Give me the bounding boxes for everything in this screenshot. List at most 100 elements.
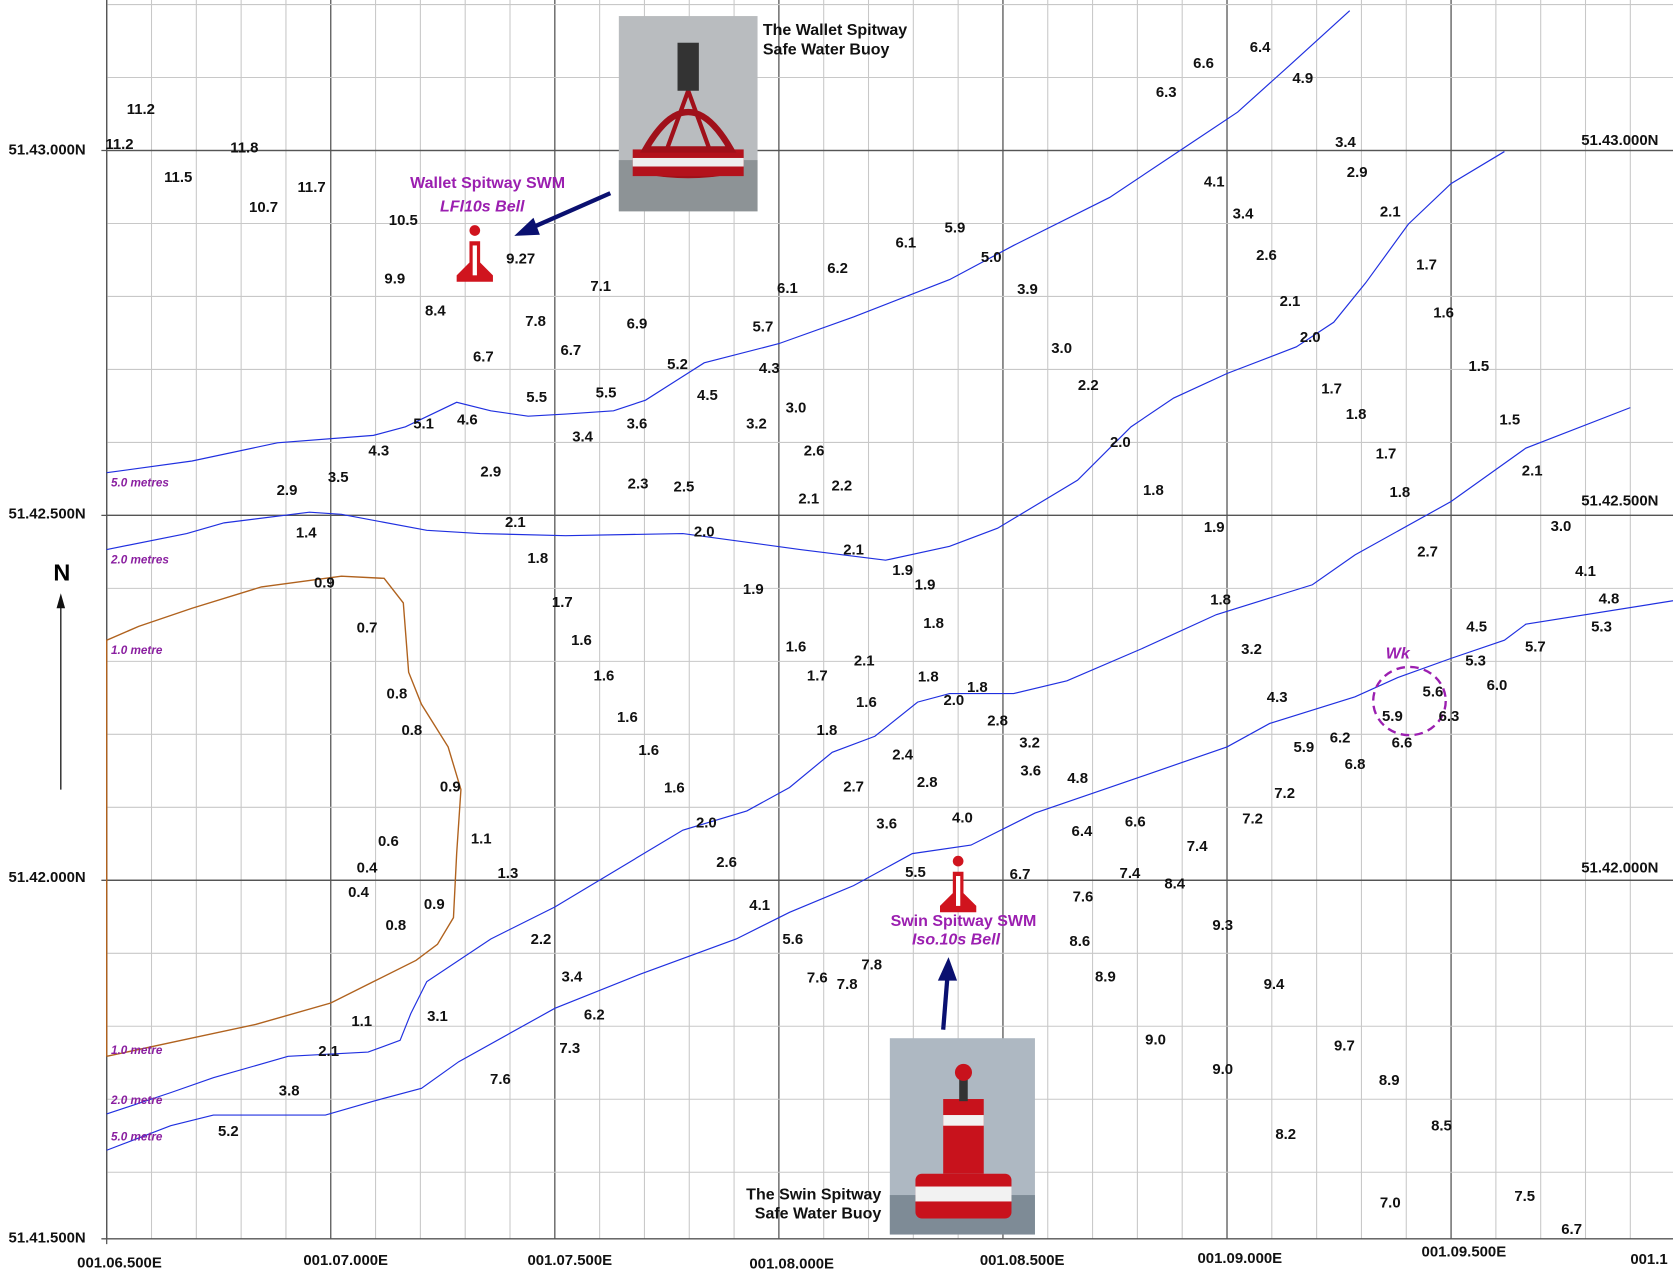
sounding: 6.1 [777, 280, 798, 297]
sounding: 5.5 [596, 385, 617, 402]
sounding: 2.0 [694, 523, 715, 540]
sounding: 3.0 [786, 400, 807, 417]
sounding: 1.7 [1416, 257, 1437, 274]
contours [107, 11, 1673, 1151]
sounding: 8.9 [1379, 1072, 1400, 1089]
sounding: 6.2 [1330, 729, 1351, 746]
sounding: 6.6 [1193, 55, 1214, 72]
sounding: 3.1 [427, 1008, 448, 1025]
sounding: 1.7 [1321, 380, 1342, 397]
sounding: 7.8 [861, 957, 882, 974]
sounding: 0.8 [401, 722, 422, 739]
sounding: 6.7 [1010, 866, 1031, 883]
sounding: 1.6 [786, 639, 807, 656]
sounding: 5.9 [1382, 708, 1403, 725]
sounding: 1.1 [351, 1013, 372, 1030]
sounding: 10.5 [389, 212, 418, 229]
sounding: 5.6 [1423, 683, 1444, 700]
sounding: 2.0 [696, 815, 717, 832]
sounding: 2.7 [1417, 544, 1438, 561]
sounding: 5.5 [526, 389, 547, 406]
contour-label: 1.0 metre [111, 1044, 163, 1057]
sounding: 10.7 [249, 199, 278, 216]
sounding: 5.2 [218, 1123, 239, 1140]
sounding: 6.2 [827, 260, 848, 277]
sounding: 2.1 [1380, 203, 1401, 220]
sounding: 3.8 [279, 1082, 300, 1099]
sounding: 6.4 [1072, 823, 1093, 840]
contour-label: 1.0 metre [111, 644, 163, 657]
sounding: 6.7 [473, 348, 494, 365]
sounding: 3.4 [572, 428, 593, 445]
sounding: 8.6 [1069, 933, 1090, 950]
lon-label: 001.09.500E [1422, 1244, 1507, 1261]
sounding: 2.9 [1347, 164, 1368, 181]
sounding: 2.9 [480, 464, 501, 481]
sounding: 6.4 [1250, 39, 1271, 56]
soundings: 11.211.211.811.510.711.710.59.279.98.47.… [105, 39, 1619, 1238]
lat-label: 51.42.500N [1581, 492, 1658, 509]
contour-label: 2.0 metre [110, 1094, 163, 1107]
lon-label: 001.09.000E [1197, 1250, 1282, 1267]
photo-caption: Safe Water Buoy [755, 1205, 882, 1222]
sounding: 1.7 [552, 594, 573, 611]
sounding: 1.8 [1143, 482, 1164, 499]
lat-label: 51.43.000N [9, 141, 86, 158]
sounding: 0.9 [440, 778, 461, 795]
sounding: 6.6 [1125, 814, 1146, 831]
sounding: 3.4 [562, 968, 583, 985]
sounding: 5.3 [1465, 653, 1486, 670]
north-label: N [53, 559, 70, 585]
sounding: 5.1 [413, 416, 434, 433]
sounding: 1.7 [1376, 446, 1397, 463]
sounding: 1.6 [856, 694, 877, 711]
sounding: 2.1 [318, 1043, 339, 1060]
sounding: 6.3 [1156, 84, 1177, 101]
sounding: 1.6 [571, 632, 592, 649]
buoy-name: Wallet Spitway SWM [410, 175, 565, 192]
sounding: 1.8 [817, 722, 838, 739]
sounding: 0.6 [378, 833, 399, 850]
sounding: 3.4 [1335, 134, 1356, 151]
sounding: 4.8 [1599, 591, 1620, 608]
sounding: 1.1 [471, 831, 492, 848]
sounding: 3.4 [1233, 205, 1254, 222]
photo-caption: The Wallet Spitway [763, 22, 907, 39]
sounding: 1.6 [617, 709, 638, 726]
sounding: 1.6 [1433, 305, 1454, 322]
sounding: 5.9 [1293, 739, 1314, 756]
sounding: 1.8 [1389, 484, 1410, 501]
sounding: 8.5 [1431, 1118, 1452, 1135]
sounding: 4.9 [1292, 70, 1313, 87]
sounding: 7.4 [1187, 838, 1208, 855]
sounding: 11.2 [127, 101, 155, 118]
sounding: 2.6 [716, 854, 737, 871]
sounding: 0.8 [385, 917, 406, 934]
chart-map: 51.43.000N 51.43.000N 51.42.500N 51.42.5… [0, 0, 1673, 1273]
lon-label: 001.06.500E [77, 1254, 162, 1271]
sounding: 0.4 [357, 860, 378, 877]
sounding: 7.3 [559, 1040, 580, 1057]
sounding: 7.5 [1514, 1188, 1535, 1205]
sounding: 2.5 [674, 479, 695, 496]
sounding: 4.1 [1575, 563, 1596, 580]
sounding: 3.2 [1241, 641, 1262, 658]
sounding: 7.2 [1242, 810, 1263, 827]
sounding: 2.1 [505, 514, 526, 531]
sounding: 7.8 [837, 976, 858, 993]
sounding: 6.0 [1487, 677, 1508, 694]
sounding: 4.5 [1466, 618, 1487, 635]
sounding: 7.1 [590, 278, 611, 295]
sounding: 3.0 [1551, 518, 1572, 535]
sounding: 1.9 [1204, 519, 1225, 536]
sounding: 8.9 [1095, 968, 1116, 985]
sounding: 11.2 [105, 136, 133, 153]
sounding: 2.4 [892, 746, 913, 763]
sounding: 5.3 [1591, 618, 1612, 635]
sounding: 2.2 [831, 478, 852, 495]
sounding: 1.9 [743, 581, 764, 598]
sounding: 1.9 [915, 577, 936, 594]
sounding: 4.3 [1267, 689, 1288, 706]
sounding: 9.4 [1264, 976, 1285, 993]
sounding: 4.0 [952, 809, 973, 826]
